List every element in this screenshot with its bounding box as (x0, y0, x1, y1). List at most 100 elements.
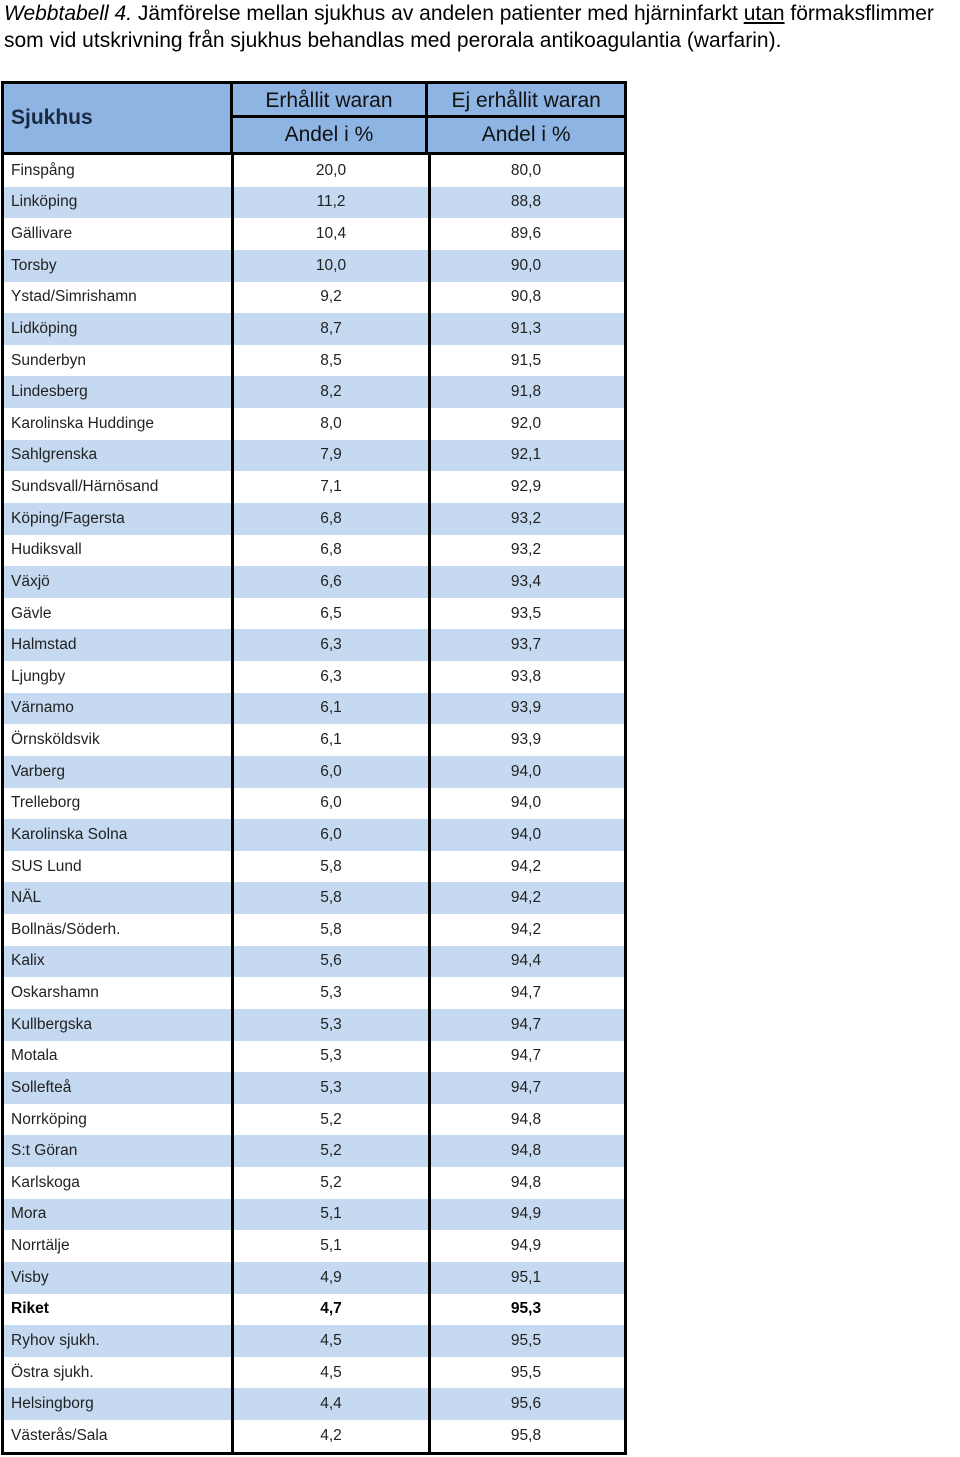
caption-text-1: Jämförelse mellan sjukhus av andelen pat… (132, 2, 744, 25)
table-row: Kullbergska 5,3 94,7 (4, 1008, 624, 1041)
cell-erhallit: 5,1 (234, 1230, 431, 1262)
cell-erhallit: 6,6 (234, 566, 431, 598)
cell-sjukhus: Kullbergska (4, 1008, 234, 1041)
cell-erhallit: 8,7 (234, 313, 431, 345)
table-row: Norrköping 5,2 94,8 (4, 1103, 624, 1136)
table-row: Motala 5,3 94,7 (4, 1040, 624, 1073)
cell-erhallit: 7,1 (234, 471, 431, 503)
cell-ej-erhallit: 90,8 (510, 288, 542, 306)
cell-ej-erhallit: 94,9 (510, 1237, 542, 1255)
cell-sjukhus: SUS Lund (4, 850, 234, 883)
cell-ej-erhallit: 94,9 (510, 1205, 542, 1223)
cell-erhallit: 5,1 (234, 1198, 431, 1231)
cell-ej-erhallit: 93,2 (510, 541, 542, 559)
table-row: Mora 5,1 94,9 (4, 1198, 624, 1231)
cell-erhallit: 8,5 (234, 344, 431, 377)
cell-sjukhus: Lindesberg (4, 376, 234, 408)
cell-erhallit: 4,9 (234, 1261, 431, 1294)
header-erhallit-sub: Andel i % (284, 123, 374, 146)
cell-erhallit: 8,2 (234, 376, 431, 408)
cell-ej-erhallit: 89,6 (510, 225, 542, 243)
cell-erhallit: 6,1 (234, 692, 431, 725)
cell-sjukhus: Sahlgrenska (4, 439, 234, 472)
cell-sjukhus: Västerås/Sala (4, 1420, 234, 1452)
table-row: Ljungby 6,3 93,8 (4, 661, 624, 693)
cell-erhallit: 5,3 (234, 1040, 431, 1073)
table-row: Gällivare 10,4 89,6 (4, 218, 624, 250)
table-row: Riket 4,7 95,3 (4, 1293, 624, 1326)
cell-erhallit: 5,2 (234, 1135, 431, 1167)
cell-sjukhus: Linköping (4, 186, 234, 219)
cell-ej-erhallit: 88,8 (510, 193, 542, 211)
table-caption: Webbtabell 4. Jämförelse mellan sjukhus … (4, 0, 960, 54)
cell-sjukhus: Gällivare (4, 218, 234, 250)
cell-erhallit: 20,0 (234, 155, 431, 187)
cell-erhallit: 5,8 (234, 850, 431, 883)
table-row: Bollnäs/Söderh. 5,8 94,2 (4, 914, 624, 946)
cell-erhallit: 11,2 (234, 186, 431, 219)
cell-ej-erhallit: 91,5 (510, 351, 542, 369)
cell-ej-erhallit: 95,5 (510, 1331, 542, 1349)
cell-sjukhus: Varberg (4, 755, 234, 788)
cell-erhallit: 5,2 (234, 1167, 431, 1199)
cell-ej-erhallit: 92,1 (510, 446, 542, 464)
cell-sjukhus: Finspång (4, 155, 234, 187)
cell-sjukhus: Ljungby (4, 661, 234, 693)
cell-sjukhus: Hudiksvall (4, 534, 234, 567)
table-row: Växjö 6,6 93,4 (4, 566, 624, 598)
caption-prefix: Webbtabell 4. (4, 2, 133, 25)
table-row: Trelleborg 6,0 94,0 (4, 787, 624, 820)
cell-sjukhus: Kalix (4, 945, 234, 978)
table-row: Östra sjukh. 4,5 95,5 (4, 1356, 624, 1389)
cell-sjukhus: Karolinska Solna (4, 819, 234, 851)
table-row: Västerås/Sala 4,2 95,8 (4, 1420, 624, 1452)
cell-erhallit: 6,0 (234, 787, 431, 820)
cell-erhallit: 6,0 (234, 755, 431, 788)
cell-sjukhus: Norrköping (4, 1103, 234, 1136)
cell-erhallit: 5,3 (234, 1008, 431, 1041)
table-row: Visby 4,9 95,1 (4, 1261, 624, 1294)
cell-sjukhus: NÄL (4, 882, 234, 914)
table-row: SUS Lund 5,8 94,2 (4, 850, 624, 883)
table-row: Sahlgrenska 7,9 92,1 (4, 439, 624, 472)
cell-erhallit: 8,0 (234, 408, 431, 440)
cell-ej-erhallit: 94,8 (510, 1173, 542, 1191)
table-body: Finspång 20,0 80,0 Linköping 11,2 88,8 Gälliva… (4, 155, 624, 1452)
cell-erhallit: 4,7 (234, 1293, 431, 1326)
cell-sjukhus: Sundsvall/Härnösand (4, 471, 234, 503)
header-divider (4, 152, 624, 155)
cell-erhallit: 5,6 (234, 945, 431, 978)
cell-ej-erhallit: 93,8 (510, 667, 542, 685)
cell-ej-erhallit: 94,8 (510, 1142, 542, 1160)
table-row: Värnamo 6,1 93,9 (4, 692, 624, 725)
table-row: S:t Göran 5,2 94,8 (4, 1135, 624, 1167)
header-ej-erhallit-label: Ej erhållit waran (428, 84, 624, 118)
cell-sjukhus: Värnamo (4, 692, 234, 725)
cell-ej-erhallit: 91,3 (510, 319, 542, 337)
cell-ej-erhallit: 94,2 (510, 920, 542, 938)
cell-ej-erhallit: 90,0 (510, 256, 542, 274)
cell-ej-erhallit: 94,2 (510, 889, 542, 907)
cell-sjukhus: Östra sjukh. (4, 1356, 234, 1389)
table-header: Sjukhus Erhållit waran Andel i % Ej erhå… (4, 84, 624, 152)
header-erhallit-label: Erhållit waran (232, 84, 426, 118)
cell-sjukhus: Mora (4, 1198, 234, 1231)
table-row: Varberg 6,0 94,0 (4, 755, 624, 788)
cell-erhallit: 9,2 (234, 281, 431, 314)
cell-ej-erhallit: 94,8 (510, 1110, 542, 1128)
cell-ej-erhallit: 95,1 (510, 1268, 542, 1286)
cell-ej-erhallit: 94,0 (510, 762, 542, 780)
cell-ej-erhallit: 94,0 (510, 794, 542, 812)
cell-ej-erhallit: 93,7 (510, 636, 542, 654)
table-row: Ystad/Simrishamn 9,2 90,8 (4, 281, 624, 314)
cell-ej-erhallit: 95,5 (510, 1363, 542, 1381)
cell-ej-erhallit: 93,2 (510, 509, 542, 527)
header-ej-erhallit-sub: Andel i % (481, 123, 571, 146)
cell-sjukhus: Örnsköldsvik (4, 724, 234, 756)
table-row: Finspång 20,0 80,0 (4, 155, 624, 187)
cell-erhallit: 4,5 (234, 1356, 431, 1389)
table-row: Sundsvall/Härnösand 7,1 92,9 (4, 471, 624, 503)
cell-ej-erhallit: 93,9 (510, 731, 542, 749)
cell-sjukhus: Sunderbyn (4, 344, 234, 377)
cell-sjukhus: Karolinska Huddinge (4, 408, 234, 440)
